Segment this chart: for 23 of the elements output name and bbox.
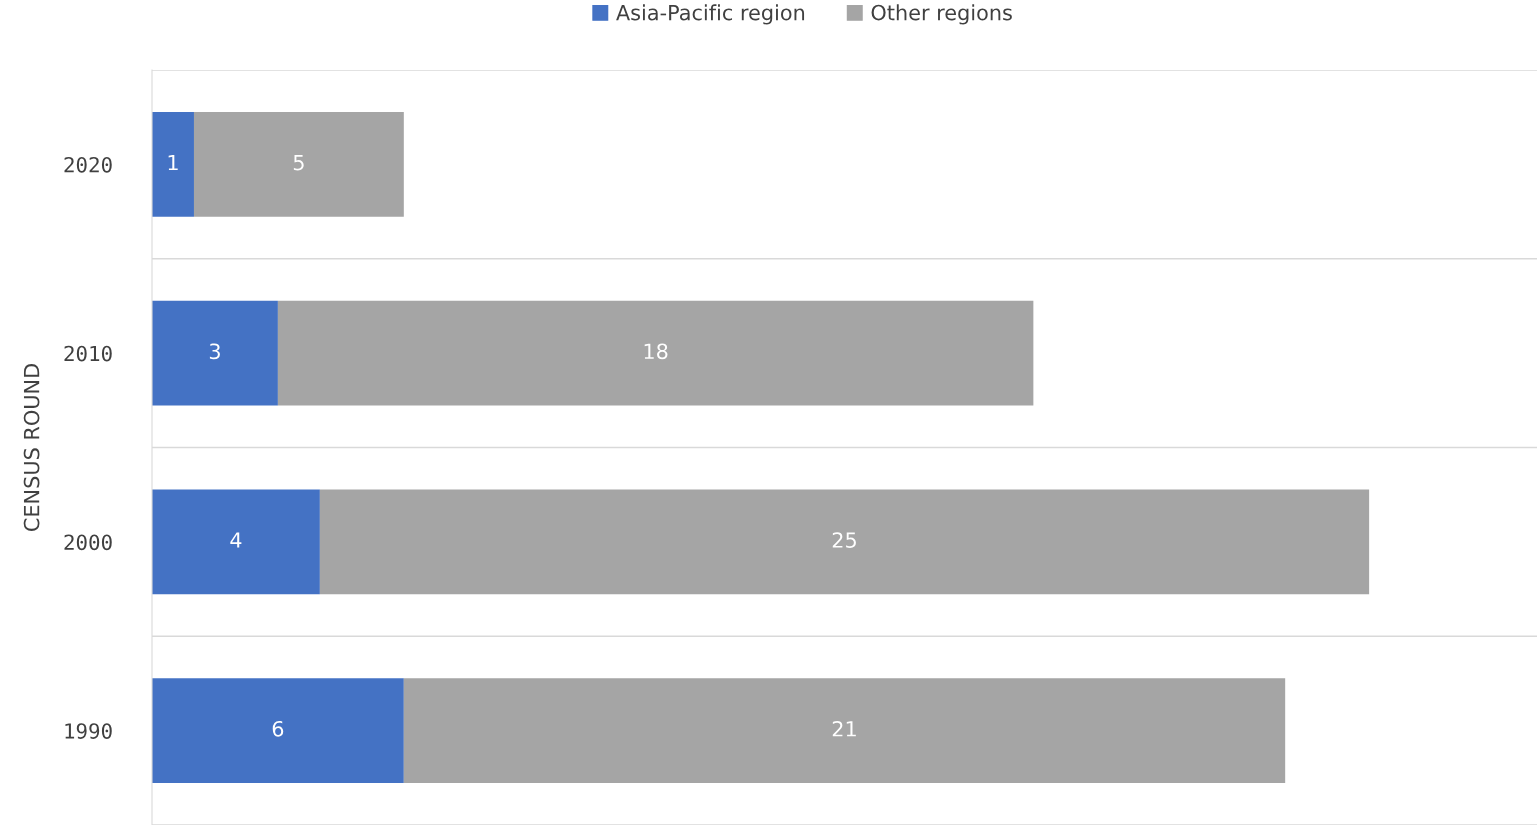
bar: [319, 489, 1370, 595]
bar: [152, 111, 194, 217]
legend-label: Other regions: [871, 4, 1012, 25]
y-tick-label: 2010: [64, 345, 112, 362]
bar: [152, 678, 404, 784]
bar: [277, 300, 1034, 406]
bar: [152, 300, 278, 406]
legend-label: Asia-Pacific region: [616, 4, 805, 25]
bar: [403, 678, 1286, 784]
data-label: 4: [230, 532, 242, 548]
bar: [152, 489, 320, 595]
data-label: 21: [832, 720, 856, 737]
data-label: 25: [832, 532, 856, 548]
y-tick-label: 2000: [64, 534, 112, 551]
data-label: 18: [644, 343, 668, 360]
data-label: 1: [168, 154, 178, 171]
bar: [193, 111, 404, 217]
data-label: 5: [293, 154, 304, 171]
data-label: 3: [209, 343, 220, 360]
data-label: 6: [272, 720, 284, 737]
y-axis-title: CENSUS ROUND: [23, 364, 40, 532]
y-tick-label: 2020: [64, 156, 112, 173]
y-tick-label: 1990: [65, 723, 112, 739]
